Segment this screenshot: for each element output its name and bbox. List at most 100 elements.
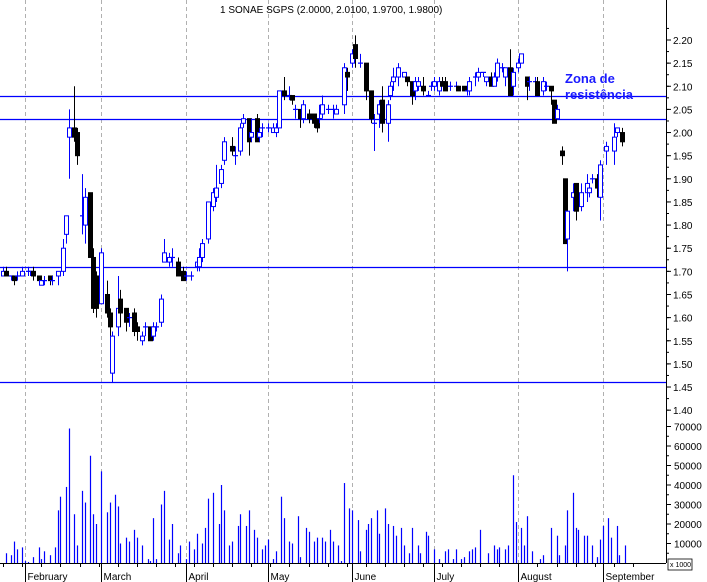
candle-up	[511, 67, 516, 96]
candle-up	[519, 53, 524, 64]
candle-down	[105, 280, 110, 318]
candle-body	[162, 252, 167, 263]
candle-up	[184, 271, 189, 281]
candle-up	[476, 67, 481, 82]
candle-up	[200, 238, 205, 263]
candle-body	[200, 243, 205, 258]
price-tick-label: 1.70	[673, 267, 693, 278]
candle-up	[293, 104, 298, 119]
candle-up	[432, 77, 437, 91]
candlesticks	[1, 35, 625, 383]
price-tick-label: 1.65	[673, 290, 693, 301]
month-label: September	[606, 572, 656, 582]
candle-down	[230, 137, 235, 156]
candle-up	[154, 322, 159, 332]
candle-down	[118, 289, 123, 327]
candle-body	[484, 76, 489, 83]
month-label: July	[437, 572, 455, 582]
candle-up	[317, 104, 322, 124]
candle-body	[535, 81, 540, 97]
candle-body	[20, 270, 25, 277]
candle-body	[108, 312, 113, 328]
candle-body	[320, 104, 325, 115]
candle-up	[162, 238, 167, 263]
volume-multiplier-label: x 1000	[670, 562, 691, 569]
candle-down	[135, 322, 140, 341]
candle-up	[495, 58, 500, 82]
candle-body	[462, 85, 467, 92]
candle-up	[391, 67, 396, 91]
month-label: April	[189, 572, 209, 582]
candle-up	[277, 90, 282, 129]
candle-body	[290, 95, 295, 101]
candle-down	[345, 67, 350, 91]
candle-body	[230, 145, 235, 152]
candle-up	[492, 72, 497, 87]
price-tick-label: 2.10	[673, 82, 693, 93]
candle-up	[197, 248, 202, 272]
candle-up	[516, 58, 521, 73]
volume-tick-label: 30000	[674, 501, 702, 512]
candle-down	[307, 109, 312, 124]
candle-body	[241, 118, 246, 124]
candle-body	[105, 293, 110, 314]
candle-down	[290, 95, 295, 105]
candle-up	[214, 164, 219, 202]
candle-body	[135, 326, 140, 333]
candle-down	[620, 127, 625, 147]
candle-body	[99, 252, 104, 305]
price-tick-label: 1.40	[673, 406, 693, 417]
candle-body	[615, 127, 620, 134]
candle-up	[579, 183, 584, 212]
volume-bars	[5, 428, 627, 563]
candle-body	[353, 44, 358, 60]
candle-body	[167, 256, 172, 263]
candle-down	[353, 35, 358, 68]
candle-body	[61, 247, 66, 272]
candle-body	[432, 81, 437, 87]
candle-body	[612, 136, 617, 152]
month-label: August	[521, 572, 552, 582]
candle-body	[416, 81, 421, 87]
candle-down	[421, 77, 426, 96]
candle-up	[42, 275, 47, 286]
candle-up	[140, 331, 145, 346]
price-tick-label: 1.45	[673, 383, 693, 394]
candle-body	[380, 99, 385, 124]
annotation-line-1: Zona de	[565, 71, 615, 86]
candle-body	[4, 270, 9, 277]
candle-body	[620, 132, 625, 143]
candle-body	[118, 298, 123, 314]
candle-body	[334, 108, 339, 115]
candle-body	[345, 71, 350, 78]
candle-body	[388, 85, 393, 97]
candle-body	[555, 108, 560, 120]
candle-body	[88, 192, 93, 258]
price-tick-label: 1.75	[673, 244, 693, 255]
candle-body	[151, 326, 156, 337]
annotation-line-2: resistência	[565, 87, 634, 102]
candle-up	[110, 331, 115, 383]
candle-body	[307, 113, 312, 120]
candle-body	[369, 90, 374, 120]
candle-down	[560, 146, 565, 165]
volume-tick-label: 20000	[674, 520, 702, 531]
candle-down	[405, 76, 410, 87]
candle-body	[421, 85, 426, 92]
candle-up	[386, 100, 391, 142]
volume-multiplier-box	[667, 558, 693, 571]
candle-down	[181, 266, 186, 282]
candle-up	[598, 160, 603, 221]
candle-body	[503, 67, 508, 78]
volume-tick-label: 10000	[674, 540, 702, 551]
candle-up	[326, 104, 331, 115]
candle-up	[189, 271, 194, 281]
candle-down	[364, 62, 369, 101]
candle-body	[39, 280, 44, 286]
price-tick-label: 1.50	[673, 360, 693, 371]
candle-up	[206, 201, 211, 244]
candle-up	[555, 104, 560, 120]
candle-body	[67, 127, 72, 138]
